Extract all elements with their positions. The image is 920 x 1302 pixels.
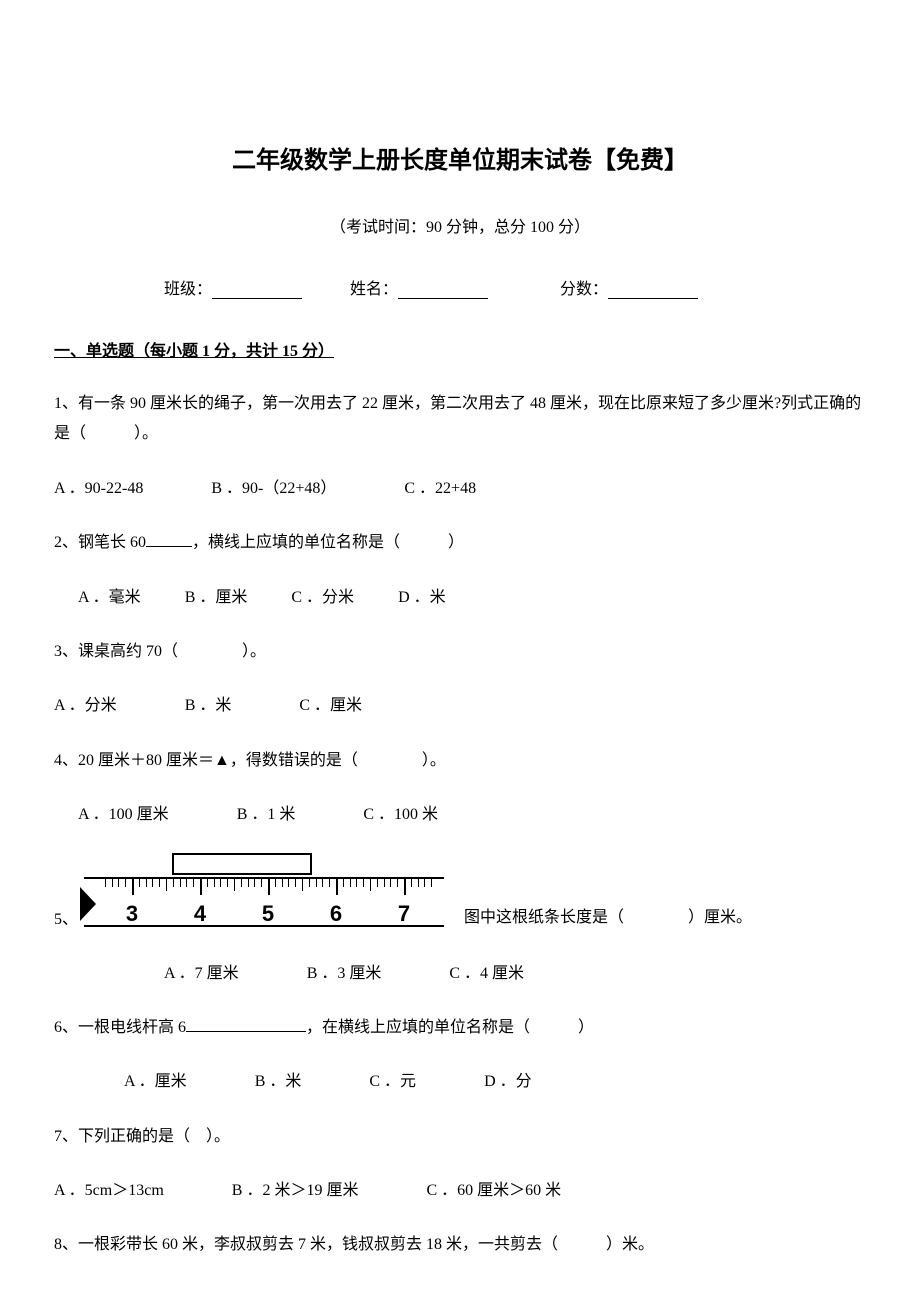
q7-opt-a: A ．5cm＞13cm: [54, 1182, 164, 1199]
question-1: 1、有一条 90 厘米长的绳子，第一次用去了 22 厘米，第二次用去了 48 厘…: [54, 389, 866, 450]
q2-opt-d: D ．米: [398, 589, 446, 606]
ruler-ticks: [98, 879, 438, 897]
question-1-options: A ．90-22-48 B ．90-（22+48） C ．22+48: [54, 474, 866, 504]
q3-opt-c: C ．厘米: [299, 697, 362, 714]
q5-opt-b: B ．3 厘米: [307, 965, 382, 982]
question-4: 4、20 厘米＋80 厘米＝▲，得数错误的是（ ）。: [54, 746, 866, 776]
q1-opt-a: A ．90-22-48: [54, 480, 143, 497]
q7-opt-c: C ．60 厘米＞60 米: [426, 1182, 561, 1199]
q3-opt-b: B ．米: [185, 697, 232, 714]
q7-opt-b: B ．2 米＞19 厘米: [232, 1182, 359, 1199]
q6-text-a: 6、一根电线杆高 6: [54, 1019, 186, 1036]
question-5-options: A ．7 厘米 B ．3 厘米 C ．4 厘米: [54, 959, 866, 989]
class-blank: [212, 283, 302, 299]
q5-opt-c: C ．4 厘米: [449, 965, 524, 982]
q1-opt-b: B ．90-（22+48）: [211, 480, 336, 497]
q2-opt-c: C ．分米: [291, 589, 354, 606]
q1-opt-c: C ．22+48: [404, 480, 476, 497]
q4-opt-c: C ．100 米: [363, 806, 438, 823]
student-info-line: 班级： 姓名： 分数：: [54, 275, 866, 299]
question-3: 3、课桌高约 70（ ）。: [54, 637, 866, 667]
class-label: 班级：: [164, 281, 212, 298]
q5-number: 5、: [54, 905, 78, 929]
q5-tail-text: 图中这根纸条长度是（ ）厘米。: [464, 903, 752, 927]
q2-text-b: ，横线上应填的单位名称是（ ）: [192, 534, 464, 551]
name-label: 姓名：: [350, 281, 398, 298]
exam-subtitle: （考试时间：90 分钟，总分 100 分）: [54, 213, 866, 237]
q4-opt-a: A ．100 厘米: [78, 806, 169, 823]
question-8: 8、一根彩带长 60 米，李叔叔剪去 7 米，钱叔叔剪去 18 米，一共剪去（ …: [54, 1230, 866, 1260]
question-6-options: A ．厘米 B ．米 C ．元 D ．分: [54, 1067, 866, 1097]
page-title: 二年级数学上册长度单位期末试卷【免费】: [54, 140, 866, 175]
q6-opt-b: B ．米: [255, 1073, 302, 1090]
q5-opt-a: A ．7 厘米: [164, 965, 239, 982]
q6-opt-c: C ．元: [369, 1073, 416, 1090]
q6-opt-a: A ．厘米: [124, 1073, 187, 1090]
question-5: 5、 34567 图中这根纸条长度是（ ）厘米。: [54, 855, 866, 935]
question-6: 6、一根电线杆高 6 ，在横线上应填的单位名称是（ ）: [54, 1013, 866, 1043]
question-7: 7、下列正确的是（ ）。: [54, 1122, 866, 1152]
section-1-heading: 一、单选题（每小题 1 分，共计 15 分）: [54, 337, 866, 361]
paper-strip: [172, 853, 312, 875]
question-4-options: A ．100 厘米 B ．1 米 C ．100 米: [54, 800, 866, 830]
q6-opt-d: D ．分: [484, 1073, 532, 1090]
question-7-options: A ．5cm＞13cm B ．2 米＞19 厘米 C ．60 厘米＞60 米: [54, 1176, 866, 1206]
ruler-numbers: 34567: [98, 901, 438, 925]
question-3-options: A ．分米 B ．米 C ．厘米: [54, 691, 866, 721]
q2-text-a: 2、钢笔长 60: [54, 534, 146, 551]
name-blank: [398, 283, 488, 299]
ruler-figure: 34567: [84, 851, 444, 931]
score-blank: [608, 283, 698, 299]
question-2-options: A ．毫米 B ．厘米 C ．分米 D ．米: [54, 583, 866, 613]
q6-blank: [186, 1018, 306, 1032]
q2-blank: [146, 533, 192, 547]
q6-text-b: ，在横线上应填的单位名称是（ ）: [306, 1019, 594, 1036]
q2-opt-b: B ．厘米: [185, 589, 248, 606]
question-2: 2、钢笔长 60 ，横线上应填的单位名称是（ ）: [54, 528, 866, 558]
q2-opt-a: A ．毫米: [78, 589, 141, 606]
q3-opt-a: A ．分米: [54, 697, 117, 714]
ruler-left-edge: [82, 889, 96, 919]
score-label: 分数：: [560, 281, 608, 298]
ruler-body: 34567: [84, 877, 444, 927]
q4-opt-b: B ．1 米: [237, 806, 296, 823]
